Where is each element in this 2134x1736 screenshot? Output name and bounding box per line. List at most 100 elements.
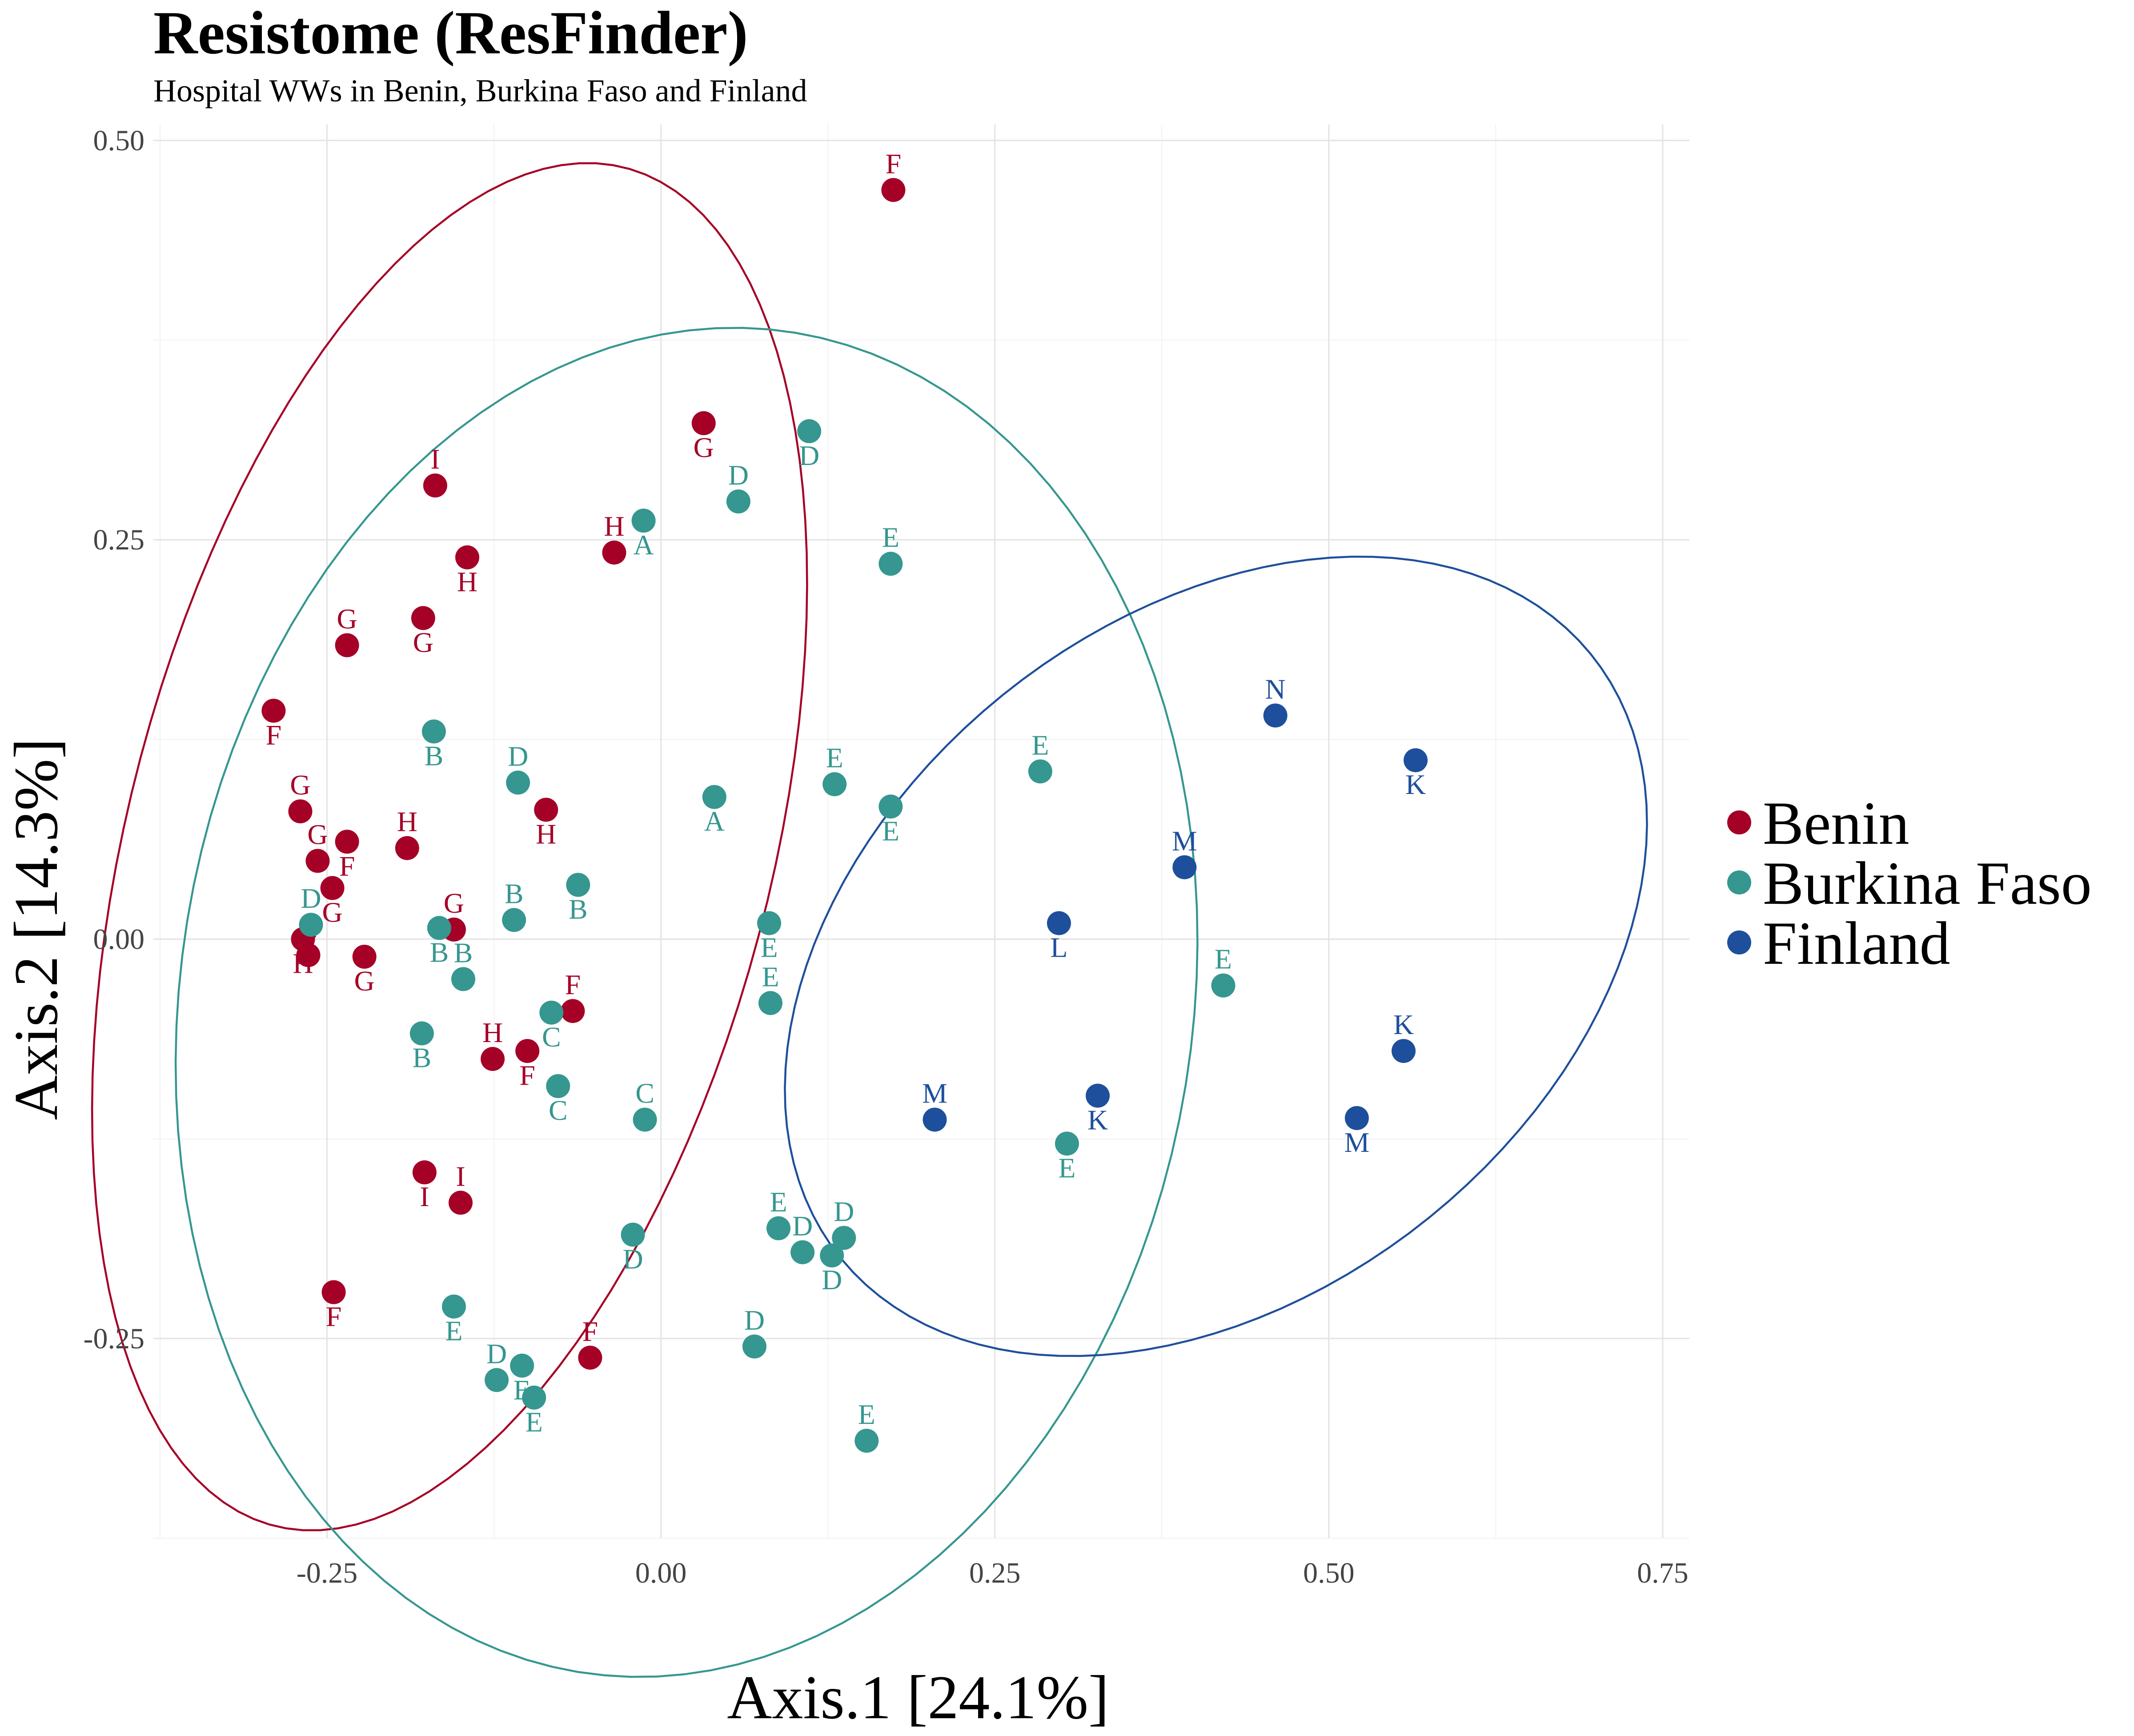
data-point <box>427 916 451 940</box>
data-point <box>1172 855 1197 879</box>
point-label: F <box>326 1301 342 1332</box>
data-point <box>1055 1131 1079 1156</box>
point-label: D <box>744 1304 765 1336</box>
point-label: G <box>444 887 464 919</box>
point-label: D <box>301 882 321 914</box>
point-label: F <box>339 850 355 882</box>
point-label: G <box>290 769 310 801</box>
point-label: F <box>266 719 282 751</box>
data-point <box>352 945 377 969</box>
legend-label: Finland <box>1763 909 1950 977</box>
data-point <box>481 1047 505 1071</box>
data-point <box>539 1000 564 1025</box>
point-label: E <box>858 1399 875 1430</box>
point-label: B <box>454 937 473 968</box>
y-tick-label: 0.00 <box>93 923 145 956</box>
data-point <box>412 1160 437 1185</box>
point-label: D <box>792 1210 813 1242</box>
point-label: F <box>565 969 581 1000</box>
data-point <box>757 911 782 935</box>
chart-title: Resistome (ResFinder) <box>153 0 748 67</box>
point-label: F <box>519 1059 535 1091</box>
point-label: H <box>482 1017 503 1048</box>
point-label: G <box>337 603 357 634</box>
point-label: E <box>1058 1152 1075 1183</box>
point-label: H <box>604 510 624 542</box>
data-point <box>534 798 558 822</box>
data-point <box>502 908 526 932</box>
y-tick-label: 0.50 <box>93 124 145 157</box>
point-label: C <box>542 1021 561 1053</box>
point-label: F <box>582 1315 598 1347</box>
data-point <box>702 785 726 809</box>
data-point <box>1047 911 1071 935</box>
point-label: D <box>822 1264 842 1295</box>
axis-ticks: -0.25 0.00 0.25 0.50 0.75 -0.25 0.00 0.25 0.50 <box>84 124 1689 1589</box>
data-point <box>296 943 321 967</box>
y-tick-label: 0.25 <box>93 524 145 556</box>
point-label: E <box>760 932 778 963</box>
point-label: B <box>569 893 588 925</box>
data-point <box>633 1107 657 1132</box>
data-points: FGIHHGGFGFGGHHGHGGFFHIIFFDDAEBDAEEEBBBDE… <box>261 148 1428 1453</box>
point-label: H <box>457 566 477 597</box>
data-point <box>602 540 626 565</box>
point-label: K <box>1405 769 1426 800</box>
data-point <box>1211 973 1235 998</box>
x-tick-label: 0.75 <box>1637 1557 1689 1589</box>
point-label: B <box>413 1042 432 1074</box>
data-point <box>691 411 716 435</box>
point-label: G <box>354 965 375 997</box>
x-tick-label: 0.50 <box>1303 1557 1355 1589</box>
point-label: E <box>1031 729 1049 761</box>
point-label: E <box>1215 943 1232 975</box>
data-point <box>822 772 847 796</box>
point-label: G <box>322 897 342 928</box>
data-point <box>566 873 590 897</box>
data-point <box>578 1345 602 1370</box>
point-label: G <box>413 626 433 658</box>
data-point <box>510 1353 534 1378</box>
point-label: C <box>635 1078 654 1109</box>
data-point <box>923 1107 947 1132</box>
legend-key-burkina-faso <box>1727 870 1751 894</box>
data-point <box>881 178 906 202</box>
data-point <box>621 1223 645 1247</box>
data-point <box>878 552 903 576</box>
data-point <box>742 1334 766 1359</box>
ellipse-benin <box>91 162 808 1532</box>
data-point <box>797 419 822 443</box>
data-point <box>335 633 359 658</box>
data-point <box>411 606 435 630</box>
point-label: B <box>425 740 444 771</box>
point-label: E <box>882 521 899 553</box>
point-label: E <box>770 1186 787 1218</box>
series-finland: N K M L K K M M <box>922 673 1428 1158</box>
data-point <box>546 1074 570 1099</box>
point-label: D <box>799 440 819 471</box>
point-label: E <box>762 961 779 992</box>
x-tick-label: 0.00 <box>635 1557 687 1589</box>
point-label: F <box>886 148 902 179</box>
y-axis-title: Axis.2 [14.3%] <box>2 738 71 1120</box>
legend-label: Benin <box>1763 789 1909 857</box>
data-point <box>423 473 447 498</box>
data-point <box>506 770 530 795</box>
data-point <box>421 719 446 744</box>
point-label: I <box>420 1181 429 1212</box>
data-point <box>321 1280 346 1304</box>
data-point <box>305 849 330 873</box>
data-point <box>522 1385 546 1410</box>
point-label: A <box>633 529 654 561</box>
point-label: I <box>456 1160 465 1192</box>
data-point <box>261 698 286 723</box>
point-label: G <box>694 432 714 463</box>
point-label: B <box>430 936 449 968</box>
data-point <box>1086 1083 1110 1108</box>
point-label: K <box>1087 1104 1108 1136</box>
data-point <box>832 1226 856 1250</box>
data-point <box>409 1021 434 1046</box>
data-point <box>766 1216 791 1240</box>
